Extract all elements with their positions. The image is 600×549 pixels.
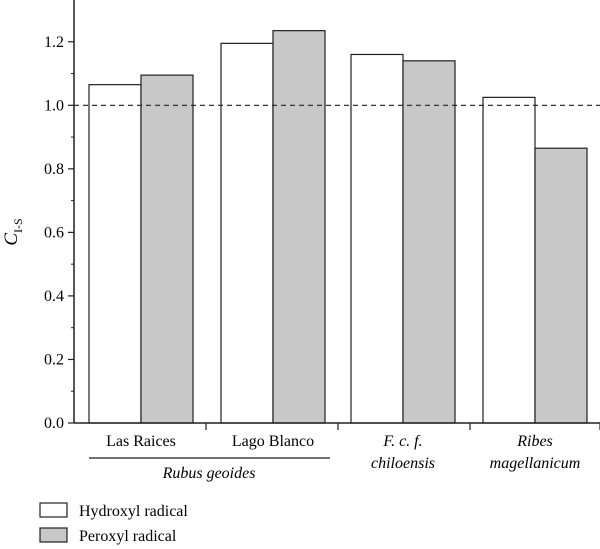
bar-peroxyl	[272, 30, 326, 424]
y-tick-label: 0.6	[44, 224, 64, 241]
x-category-label: Las Raices	[106, 433, 176, 450]
y-tick-label: 1.0	[44, 97, 64, 114]
bar-peroxyl	[402, 60, 456, 424]
y-tick-label: 0.2	[44, 351, 64, 368]
x-category-label: F. c. f.	[382, 433, 422, 450]
legend: Hydroxyl radical Peroxyl radical	[39, 502, 188, 545]
bar-peroxyl	[534, 147, 588, 424]
bar-hydroxyl	[482, 96, 536, 424]
legend-label-hydroxyl: Hydroxyl radical	[79, 503, 188, 520]
category-labels: Las Raices Lago Blanco F. c. f. chiloensis R…	[106, 433, 580, 472]
y-ticks: 0.0 0.2 0.4 0.6 0.8 1.0 1.2	[44, 34, 74, 432]
x-category-label: chiloensis	[371, 455, 435, 472]
legend-swatch-hydroxyl	[39, 502, 68, 518]
legend-swatch-peroxyl	[39, 527, 68, 543]
x-ticks	[205, 423, 600, 430]
legend-label-peroxyl: Peroxyl radical	[79, 528, 177, 545]
x-category-label: Lago Blanco	[232, 433, 314, 450]
bars-layer	[88, 30, 588, 424]
bar-peroxyl	[140, 74, 194, 424]
bar-hydroxyl	[220, 42, 274, 424]
y-tick-label: 1.2	[44, 34, 64, 51]
y-axis-label: CI-S	[1, 218, 25, 245]
y-tick-label: 0.8	[44, 161, 64, 178]
y-tick-label: 0.4	[44, 288, 64, 305]
x-category-label: magellanicum	[490, 455, 581, 472]
bar-hydroxyl	[88, 84, 142, 424]
x-category-label: Ribes	[516, 433, 553, 450]
bar-hydroxyl	[350, 53, 404, 424]
y-tick-label: 0.0	[44, 415, 64, 432]
group-label: Rubus geoides	[162, 465, 256, 482]
